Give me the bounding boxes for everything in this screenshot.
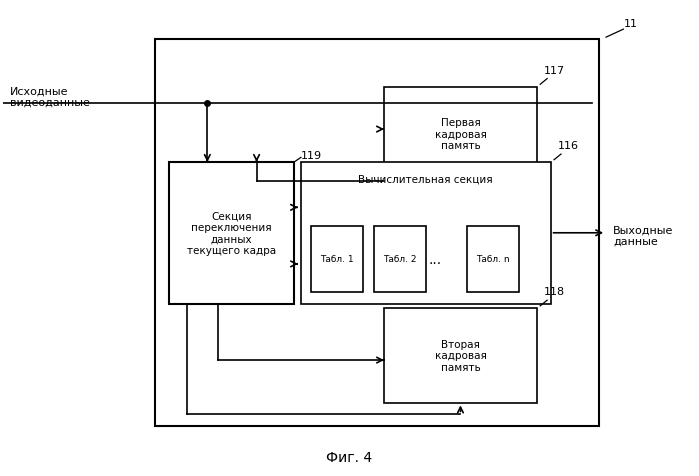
Bar bbox=[311, 226, 363, 292]
Text: Фиг. 4: Фиг. 4 bbox=[326, 450, 373, 464]
Bar bbox=[301, 163, 551, 304]
Text: Вычислительная секция: Вычислительная секция bbox=[359, 175, 493, 185]
Bar bbox=[155, 40, 599, 426]
Text: 119: 119 bbox=[301, 150, 322, 160]
Bar bbox=[384, 308, 537, 403]
Text: 11: 11 bbox=[624, 19, 637, 29]
Text: ...: ... bbox=[428, 252, 441, 266]
Text: Первая
кадровая
память: Первая кадровая память bbox=[435, 118, 487, 151]
Text: Табл. 2: Табл. 2 bbox=[383, 255, 417, 264]
Text: 117: 117 bbox=[544, 66, 565, 76]
Bar bbox=[374, 226, 426, 292]
Bar bbox=[169, 163, 294, 304]
Bar bbox=[168, 186, 561, 311]
Text: 116: 116 bbox=[557, 141, 579, 151]
Text: Исходные
видеоданные: Исходные видеоданные bbox=[10, 86, 89, 108]
Text: Секция
переключения
данных
текущего кадра: Секция переключения данных текущего кадр… bbox=[187, 211, 276, 256]
Text: Табл. n: Табл. n bbox=[477, 255, 510, 264]
Text: Табл. 1: Табл. 1 bbox=[321, 255, 354, 264]
Bar bbox=[384, 88, 537, 181]
Bar bbox=[468, 226, 519, 292]
Text: 118: 118 bbox=[544, 287, 565, 297]
Text: Выходные
данные: Выходные данные bbox=[613, 225, 673, 247]
Text: Вторая
кадровая
память: Вторая кадровая память bbox=[435, 339, 487, 372]
